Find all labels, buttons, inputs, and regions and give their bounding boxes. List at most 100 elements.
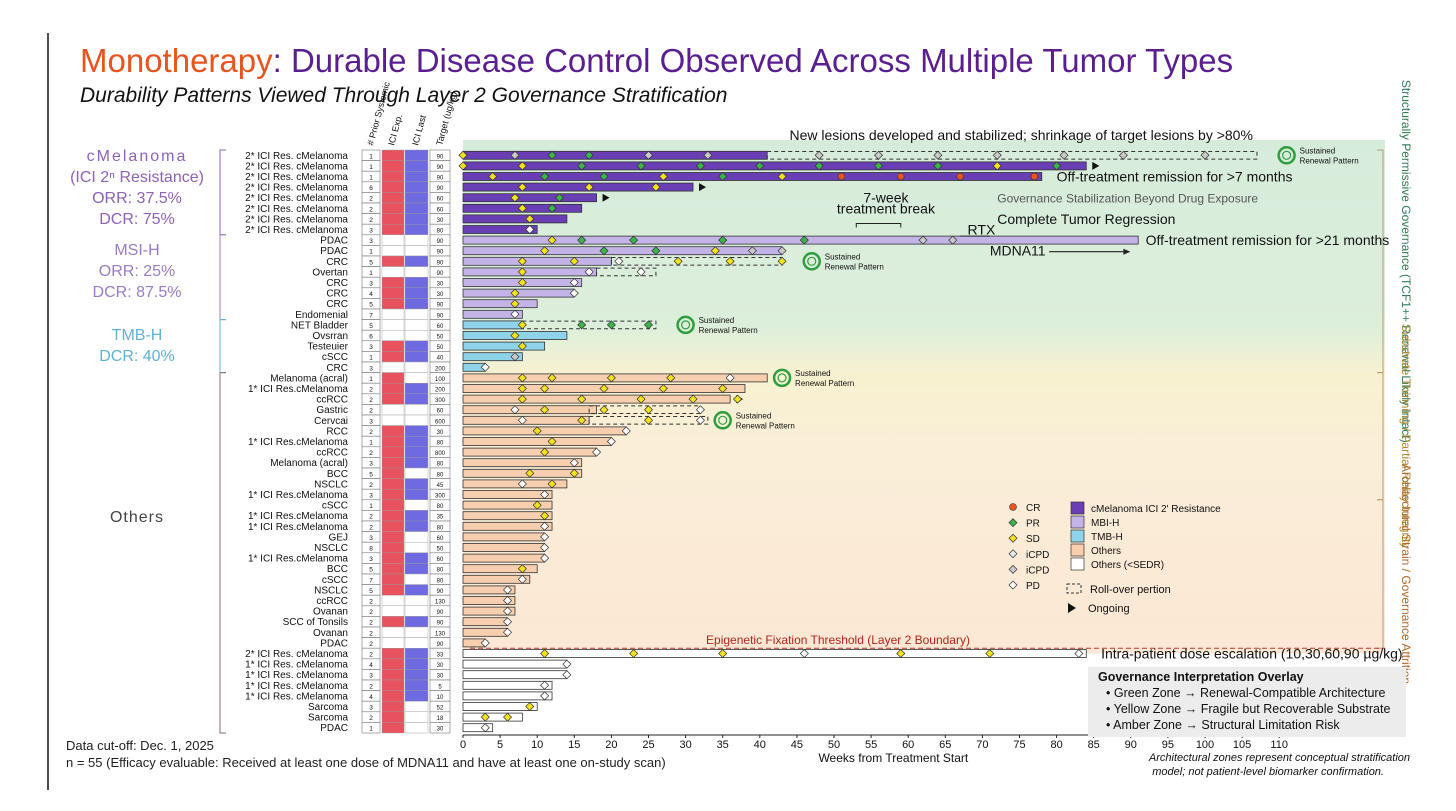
group-label-msi-h: MSI-H ORR: 25% DCR: 87.5% — [58, 240, 216, 303]
ici-last-cell — [404, 605, 429, 617]
duration-bar — [462, 596, 516, 605]
patient-label: NET Bladder — [291, 320, 349, 331]
patient-label: CRC — [326, 289, 348, 300]
target-dose-value: 50 — [437, 335, 444, 341]
prior-lines-value: 3 — [369, 705, 373, 712]
target-dose-value: 90 — [437, 260, 444, 266]
marker-icpd — [644, 150, 653, 160]
patient-label: PDAC — [320, 246, 348, 257]
prior-lines-value: 5 — [369, 471, 373, 478]
ici-exposure-cell — [381, 192, 405, 204]
slide-subtitle: Durability Patterns Viewed Through Layer… — [80, 84, 728, 107]
target-dose-value: 90 — [437, 239, 444, 245]
sustained-renewal-icon — [802, 252, 821, 271]
target-dose-value: 80 — [437, 462, 444, 468]
marker-pr — [644, 320, 653, 330]
target-dose-value: 40 — [437, 356, 444, 362]
marker-pr — [651, 246, 661, 256]
ongoing-arrow — [699, 183, 707, 192]
duration-bar — [462, 309, 523, 319]
patient-label: 2* ICI Res. cMelanoma — [245, 183, 348, 194]
duration-bar — [462, 712, 523, 722]
ici-exposure-cell — [381, 595, 405, 607]
annotation: 7-week — [863, 190, 909, 206]
slide-title: Monotherapy: Durable Disease Control Obs… — [80, 42, 1233, 80]
ici-exposure-cell — [381, 266, 405, 278]
marker-pr — [584, 150, 594, 160]
marker-pd — [510, 309, 520, 319]
marker-pd — [584, 267, 594, 277]
marker-cr — [956, 172, 964, 181]
duration-bar — [462, 680, 553, 690]
marker-icpd — [1200, 150, 1210, 160]
prior-lines-value: 7 — [369, 577, 373, 584]
prior-lines-value: 1 — [369, 376, 373, 383]
prior-lines-value: 5 — [369, 259, 373, 266]
marker-pr — [636, 161, 646, 171]
patient-label: NSCLC — [314, 479, 348, 490]
prior-lines-value: 2 — [369, 630, 373, 637]
ici-exposure-cell — [381, 255, 405, 267]
ici-exposure-cell — [381, 361, 405, 373]
ici-last-cell — [404, 658, 429, 670]
patient-label: NSCLC — [314, 543, 348, 554]
ici-last-cell — [404, 711, 429, 723]
ici-last-cell — [404, 510, 429, 522]
legend-marker-label: iCPD — [1026, 565, 1049, 576]
marker-sd — [510, 193, 520, 203]
marker-pr — [718, 172, 728, 181]
target-dose-value: 90 — [437, 154, 444, 160]
ongoing-arrow — [602, 193, 610, 202]
marker-sd — [525, 468, 535, 478]
marker-sd — [636, 394, 646, 404]
patient-label: PDAC — [320, 236, 348, 247]
group-bracket — [219, 149, 226, 236]
ici-exposure-cell — [381, 457, 405, 469]
ici-exposure-cell — [381, 319, 405, 331]
legend-marker — [1008, 518, 1018, 528]
prior-lines-value: 5 — [369, 323, 373, 330]
marker-pd — [695, 415, 705, 425]
rollover-segment — [596, 267, 657, 277]
duration-bar — [462, 521, 553, 531]
duration-bar — [462, 627, 508, 637]
patient-label: NSCLC — [314, 585, 348, 596]
marker-pr — [629, 235, 639, 245]
target-dose-value: 80 — [437, 504, 444, 510]
prior-lines-value: 2 — [369, 196, 373, 203]
patient-label: 1* ICI Res. cMelanoma — [245, 670, 348, 681]
marker-pd — [636, 267, 646, 277]
prior-lines-value: 2 — [369, 599, 373, 606]
group-bracket — [219, 319, 226, 374]
marker-sd — [525, 214, 535, 224]
sustained-label: Renewal Pattern — [825, 262, 884, 271]
patient-label: Cervcai — [314, 416, 348, 427]
marker-sd — [540, 511, 550, 521]
marker-sd — [532, 500, 542, 510]
legend-bar-label: Others — [1091, 546, 1121, 557]
marker-pr — [554, 193, 564, 203]
ici-last-cell — [404, 340, 429, 352]
target-dose-value: 300 — [435, 494, 446, 500]
group-line: MSI-H — [114, 242, 160, 259]
ici-exposure-cell — [381, 170, 405, 182]
marker-sd — [569, 256, 579, 266]
sustained-renewal-icon — [676, 315, 695, 335]
legend-marker-label: PR — [1026, 519, 1040, 530]
ici-exposure-cell — [381, 679, 405, 691]
duration-bar — [462, 426, 627, 436]
marker-sd — [606, 373, 616, 383]
prior-lines-value: 3 — [369, 344, 373, 351]
target-dose-value: 30 — [437, 663, 444, 669]
duration-bar — [462, 193, 597, 203]
target-dose-value: 200 — [435, 366, 446, 372]
duration-bar — [462, 659, 568, 669]
marker-icpd — [1118, 150, 1128, 160]
marker-sd — [517, 267, 527, 277]
ici-last-cell — [404, 213, 429, 225]
prior-lines-value: 2 — [369, 482, 373, 489]
ici-exposure-cell — [381, 584, 405, 596]
marker-sd — [547, 373, 557, 383]
ici-last-cell — [404, 319, 429, 331]
marker-sd — [644, 405, 653, 415]
